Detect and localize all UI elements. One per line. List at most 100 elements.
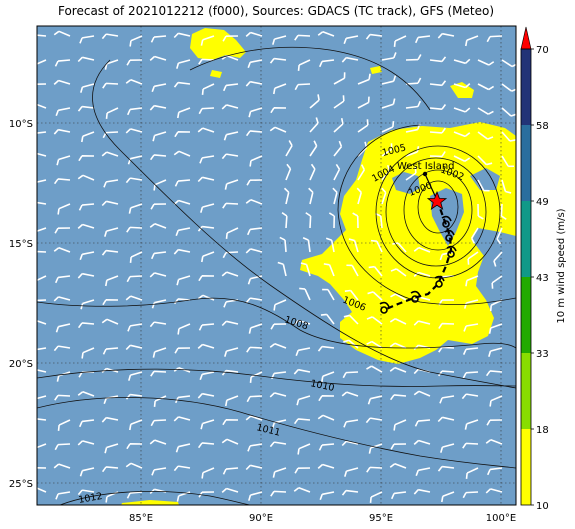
low-wind-gap bbox=[392, 172, 420, 194]
wind-barb-icon bbox=[300, 262, 311, 277]
wind-barb-icon bbox=[438, 370, 455, 377]
wind-barb-icon bbox=[429, 80, 447, 87]
wind-barb-icon bbox=[390, 443, 407, 450]
wind-barb-icon bbox=[245, 80, 263, 87]
storm-center-star-icon bbox=[426, 190, 448, 210]
wind-barb-icon bbox=[343, 339, 359, 349]
wind-barb-icon bbox=[500, 203, 507, 220]
wind-barb-icon bbox=[105, 107, 119, 119]
wind-barb-icon bbox=[390, 293, 407, 301]
wind-barb-icon bbox=[78, 154, 95, 162]
wind-barb-icon bbox=[486, 35, 503, 43]
wind-barb-icon bbox=[413, 439, 431, 445]
wind-barb-icon bbox=[462, 347, 479, 355]
isobar-1004-north bbox=[189, 46, 431, 111]
wind-barb-icon bbox=[197, 343, 215, 349]
colorbar-label: 10 m wind speed (m/s) bbox=[556, 208, 567, 323]
wind-barb-icon bbox=[37, 417, 47, 424]
wind-barb-icon bbox=[367, 395, 383, 405]
wind-barb-icon bbox=[501, 83, 516, 92]
wind-barb-icon bbox=[489, 395, 503, 407]
wind-barb-icon bbox=[245, 415, 263, 421]
wind-barb-icon bbox=[317, 30, 335, 37]
wind-barb-icon bbox=[477, 107, 494, 115]
wind-barb-icon bbox=[295, 347, 311, 357]
colorbar-tick: 70 bbox=[536, 45, 549, 56]
wind-barb-icon bbox=[150, 419, 167, 427]
wind-barb-icon bbox=[101, 249, 119, 256]
wind-barb-icon bbox=[429, 151, 446, 158]
wind-barb-icon bbox=[247, 59, 263, 69]
colorbar-tick: 33 bbox=[536, 349, 549, 360]
wind-barb-icon bbox=[149, 272, 167, 278]
wind-barb-icon bbox=[197, 176, 215, 183]
wind-barb-icon bbox=[78, 203, 95, 211]
colorbar-tick: 43 bbox=[536, 273, 549, 284]
wind-barb-icon bbox=[333, 118, 344, 133]
wind-barb-icon bbox=[381, 75, 397, 85]
wind-barb-icon bbox=[389, 394, 407, 401]
wind-barb-icon bbox=[501, 59, 516, 68]
wind-barb-icon bbox=[77, 56, 95, 63]
wind-barb-icon bbox=[309, 94, 320, 109]
wind-barb-icon bbox=[54, 443, 71, 451]
wind-barb-icon bbox=[356, 187, 363, 205]
wind-barb-icon bbox=[308, 187, 314, 205]
wind-barb-icon bbox=[174, 347, 191, 354]
lat-tick: 20°S bbox=[9, 359, 33, 370]
wind-barb-icon bbox=[272, 467, 287, 478]
wind-barb-icon bbox=[429, 104, 447, 110]
wind-barb-icon bbox=[129, 251, 143, 263]
wind-barb-icon bbox=[81, 347, 95, 359]
wind-barb-icon bbox=[270, 323, 287, 330]
wind-barb-icon bbox=[177, 107, 191, 119]
wind-barb-icon bbox=[493, 251, 503, 267]
wind-barb-icon bbox=[277, 261, 287, 277]
wind-barb-icon bbox=[197, 225, 215, 232]
wind-barb-icon bbox=[103, 179, 119, 188]
wind-barb-icon bbox=[294, 467, 311, 474]
wind-barb-icon bbox=[467, 251, 479, 265]
wind-barb-icon bbox=[348, 238, 359, 253]
low-wind-gap bbox=[470, 168, 500, 190]
wind-barb-icon bbox=[273, 83, 287, 95]
wind-barb-icon bbox=[477, 131, 494, 140]
wind-barb-icon bbox=[152, 131, 167, 142]
wind-barb-icon bbox=[320, 313, 335, 325]
wind-barb-icon bbox=[344, 289, 359, 301]
wind-barb-icon bbox=[173, 298, 191, 305]
tc-track bbox=[379, 199, 457, 314]
wind-barb-icon bbox=[102, 347, 119, 355]
lat-tick: 15°S bbox=[9, 239, 33, 250]
colorbar-band-49-58 bbox=[521, 125, 531, 201]
wind-barb-icon bbox=[53, 178, 71, 185]
wind-barb-icon bbox=[246, 179, 263, 186]
wind-barb-icon bbox=[366, 365, 383, 373]
wind-barb-icon bbox=[309, 117, 319, 133]
wind-barb-icon bbox=[199, 155, 215, 164]
wind-barb-icon bbox=[461, 393, 479, 400]
wind-barb-icon bbox=[294, 83, 311, 91]
wind-barb-icon bbox=[54, 59, 71, 67]
colorbar-band-43-49 bbox=[521, 201, 531, 277]
isobars bbox=[37, 46, 516, 505]
wind-barb-icon bbox=[53, 79, 71, 85]
wind-barb-icon bbox=[333, 163, 341, 181]
wind-barb-icon bbox=[393, 419, 407, 431]
wind-barb-icon bbox=[126, 107, 143, 116]
wind-barb-icon bbox=[381, 52, 397, 61]
wind-barb-icon bbox=[463, 323, 479, 332]
wind-barb-icon bbox=[438, 346, 455, 353]
wind-barb-icon bbox=[332, 187, 338, 205]
wind-barb-icon bbox=[269, 441, 287, 448]
wind-barb-icon bbox=[477, 179, 490, 192]
wind-barb-icon bbox=[368, 265, 383, 277]
wind-barb-icon bbox=[126, 59, 143, 66]
wind-barb-icon bbox=[273, 299, 287, 311]
lon-tick: 95°E bbox=[369, 513, 393, 524]
wind-barb-icon bbox=[53, 296, 71, 302]
wind-barb-icon bbox=[501, 179, 512, 194]
wind-barb-icon bbox=[437, 465, 455, 472]
wind-barb-icon bbox=[149, 222, 167, 229]
